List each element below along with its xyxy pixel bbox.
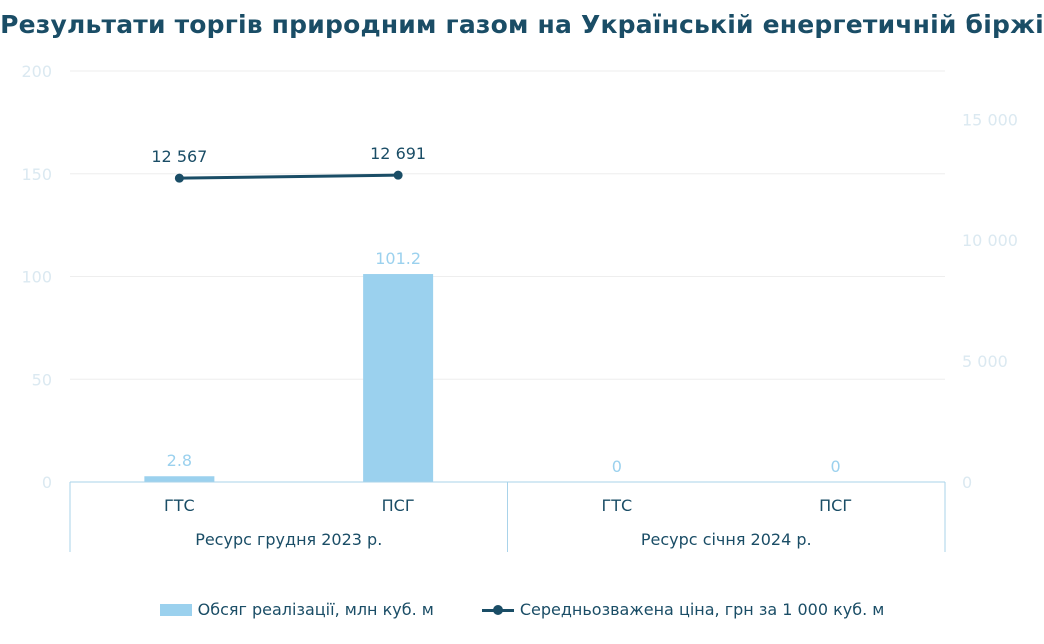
price-label-1: 12 691 [370,144,426,163]
legend-label-volume: Обсяг реалізації, млн куб. м [197,600,434,619]
legend-item-volume: Обсяг реалізації, млн куб. м [159,600,434,619]
y-left-tick-0: 0 [42,473,52,492]
group-label-1: Ресурс січня 2024 р. [641,530,812,549]
y-right-tick-1: 5 000 [962,352,1008,371]
y-right-tick-3: 15 000 [962,110,1018,129]
chart-title: Результати торгів природним газом на Укр… [0,10,1044,39]
price-point-1 [393,170,403,180]
legend-swatch-volume [159,603,192,616]
y-right-tick-2: 10 000 [962,231,1018,250]
y-left-tick-1: 50 [32,370,52,389]
price-label-0: 12 567 [151,147,207,166]
bar-label-1: 101.2 [375,249,421,268]
legend-swatch-price [481,604,514,616]
price-point-0 [174,173,184,183]
y-left-tick-4: 200 [21,62,52,81]
price-line [179,173,399,180]
category-label-3: ПСГ [819,496,852,515]
bar-1 [363,274,434,482]
y-left-tick-3: 150 [21,165,52,184]
group-label-0: Ресурс грудня 2023 р. [195,530,382,549]
legend: Обсяг реалізації, млн куб. м Середньозва… [0,600,1044,619]
y-left-tick-2: 100 [21,268,52,287]
bar-label-2: 0 [612,457,622,476]
bar-label-0: 2.8 [167,451,192,470]
legend-item-price: Середньозважена ціна, грн за 1 000 куб. … [481,600,885,619]
category-label-2: ГТС [602,496,633,515]
y-right-tick-0: 0 [962,473,972,492]
bar-label-3: 0 [831,457,841,476]
category-label-1: ПСГ [382,496,415,515]
category-label-0: ГТС [164,496,195,515]
bar-0 [144,476,215,482]
legend-label-price: Середньозважена ціна, грн за 1 000 куб. … [519,600,885,619]
